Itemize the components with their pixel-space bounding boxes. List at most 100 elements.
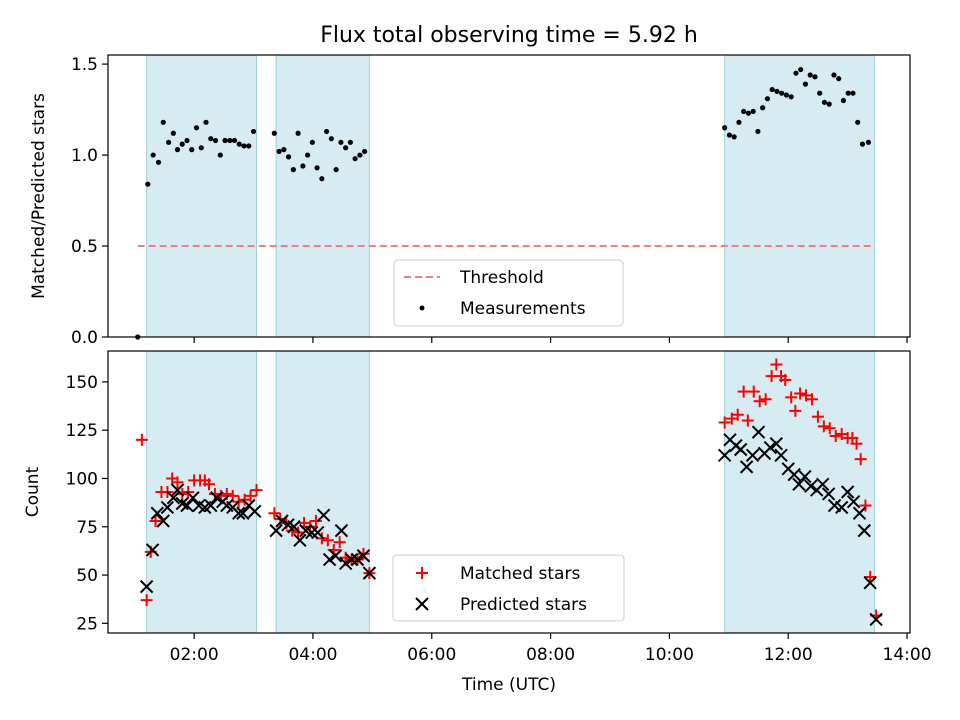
measurements-point (855, 119, 861, 125)
measurements-point (831, 72, 837, 78)
measurements-point (170, 130, 176, 136)
predicted-stars-point (287, 520, 301, 534)
measurements-point (859, 141, 866, 147)
measurements-point (217, 152, 223, 158)
matched-stars-point (208, 487, 221, 500)
measurements-point (840, 97, 847, 104)
predicted-stars-point (305, 525, 319, 540)
matched-stars-point (805, 393, 818, 406)
measurements-point (281, 147, 287, 153)
matched-stars-point (731, 408, 744, 421)
predicted-stars-point (328, 549, 343, 563)
predicted-stars-point (774, 448, 788, 463)
matched-stars-point (789, 404, 802, 417)
measurements-point (826, 101, 832, 107)
predicted-stars-point (338, 556, 353, 571)
measurements-point (290, 167, 296, 173)
predicted-stars-point (150, 506, 165, 520)
predicted-stars-point (869, 612, 883, 627)
matched-stars-point (770, 358, 783, 371)
matched-stars-point (811, 410, 824, 423)
matched-legend-swatch (416, 567, 428, 579)
observing-window-2 (275, 350, 370, 634)
measurements-point (276, 148, 282, 155)
matched-legend-label: Matched stars (460, 564, 580, 584)
x-tick-label: 02:00 (170, 645, 219, 665)
measurements-point (769, 86, 775, 93)
observing-window-2 (275, 54, 370, 338)
predicted-stars-point (316, 508, 331, 522)
x-tick-label: 08:00 (526, 645, 575, 665)
measurements-point (333, 167, 339, 173)
measurements-point (338, 139, 344, 145)
measurements-point (722, 125, 728, 131)
measurements-point (324, 128, 330, 135)
y-tick-label: 1.0 (71, 146, 98, 166)
y-tick-label: 0.0 (71, 328, 98, 348)
matched-stars-point (244, 489, 257, 502)
x-tick-label: 14:00 (883, 645, 932, 665)
measurements-point (865, 139, 872, 145)
predicted-stars-point (356, 549, 371, 563)
measurements-point (305, 152, 311, 158)
measurements-point (174, 147, 181, 153)
matched-stars-point (794, 387, 807, 400)
measurements-point (362, 148, 368, 155)
matched-stars-point (737, 385, 750, 398)
matched-stars-point (292, 526, 305, 539)
predicted-stars-point (344, 552, 359, 567)
count-legend: Matched stars Predicted stars (392, 554, 625, 622)
measurements-point (160, 119, 166, 125)
predicted-stars-point (745, 448, 760, 463)
matched-stars-point (829, 429, 842, 442)
measurements-point (821, 99, 828, 105)
measurements-point (798, 66, 804, 73)
count-panel-frame (107, 350, 911, 634)
predicted-stars-point (857, 523, 871, 538)
measurements-point (755, 128, 761, 135)
count-panel-ylabel: Count (23, 466, 43, 517)
observing-window-3 (724, 54, 875, 338)
measurements-point (760, 105, 766, 111)
measurements-point (802, 81, 809, 87)
measurements-point (203, 119, 209, 125)
predicted-stars-point (751, 425, 766, 439)
matched-stars-point (286, 524, 299, 537)
count-legend-box (392, 554, 625, 622)
predicted-stars-point (334, 523, 349, 538)
predicted-stars-point (210, 491, 224, 505)
matched-stars-point (250, 484, 263, 497)
matched-stars-point (779, 373, 792, 386)
predicted-stars-point (852, 506, 867, 520)
measurements-point (155, 159, 162, 165)
predicted-stars-point (166, 491, 181, 505)
predicted-stars-point (787, 467, 801, 482)
measurements-point (736, 119, 742, 125)
predicted-stars-point (739, 460, 754, 474)
matched-stars-point (759, 393, 772, 406)
measurements-point (793, 70, 799, 76)
measurements-point (236, 141, 242, 147)
chart-title: Flux total observing time = 5.92 h (320, 23, 698, 48)
predicted-stars-point (311, 525, 325, 540)
measurements-point (227, 137, 233, 144)
measurements-point (836, 76, 842, 82)
y-tick-label: 75 (76, 518, 98, 538)
predicted-stars-point (350, 552, 365, 567)
predicted-stars-point (798, 469, 812, 484)
predicted-stars-point (840, 485, 855, 499)
x-tick-label: 04:00 (288, 645, 337, 665)
matched-stars-point (309, 514, 322, 527)
measurements-point (726, 132, 733, 138)
measurements-point (812, 74, 818, 80)
predicted-stars-point (160, 500, 175, 515)
measurements-legend-label: Measurements (460, 299, 586, 319)
measurements-point (212, 137, 219, 144)
y-tick-label: 100 (66, 469, 98, 489)
matched-stars-point (741, 414, 754, 427)
predicted-stars-point (863, 576, 877, 590)
predicted-stars-point (769, 437, 784, 451)
y-tick-label: 125 (66, 421, 98, 441)
y-tick-label: 50 (76, 566, 98, 586)
